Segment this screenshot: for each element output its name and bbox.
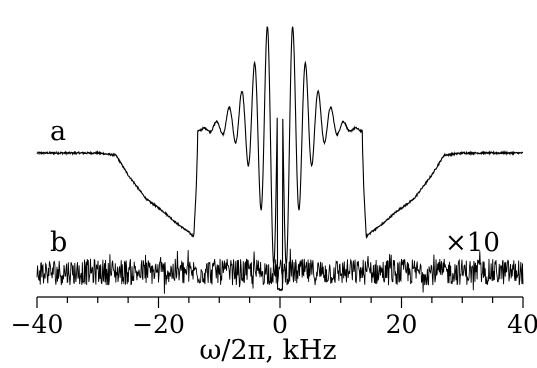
x-axis-ticks	[36, 297, 524, 308]
series-a-line	[36, 26, 524, 292]
x-tick-label: 40	[507, 310, 537, 339]
x-tick-label: 0	[272, 310, 288, 339]
series-b-label: b	[50, 227, 67, 258]
x-axis: −40 −20 0 20 40	[11, 296, 537, 339]
x-axis-label: ω/2π, kHz	[199, 335, 336, 366]
series-b-line	[36, 248, 524, 294]
series-a-label: a	[50, 116, 66, 147]
scale-factor-label: ×10	[445, 228, 500, 258]
x-tick-label: −20	[132, 310, 185, 339]
x-tick-label: 20	[386, 310, 418, 339]
x-axis-tick-labels: −40 −20 0 20 40	[11, 310, 537, 339]
x-tick-label: −40	[11, 310, 64, 339]
